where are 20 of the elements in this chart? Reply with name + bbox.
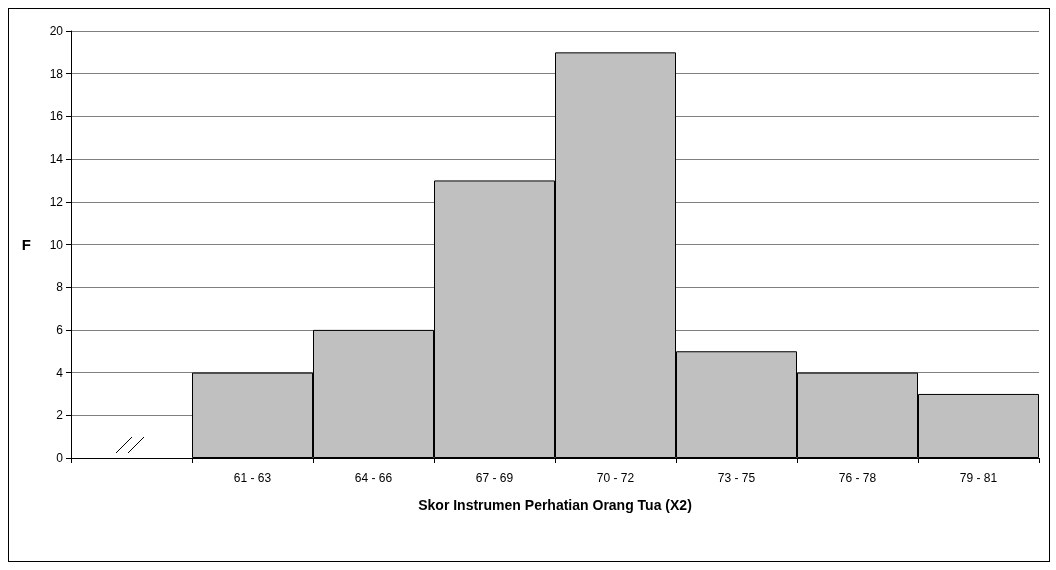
x-tick-label: 67 - 69 [475,471,514,485]
y-axis-title: F [21,236,31,253]
y-tick-label: 2 [56,408,64,423]
y-tick-label: 10 [49,237,64,252]
x-tick-label: 76 - 78 [838,471,877,485]
x-tick-label: 79 - 81 [959,471,998,485]
y-tick-label: 20 [49,24,64,38]
x-tick-label: 61 - 63 [233,471,272,485]
x-tick-label: 70 - 72 [596,471,635,485]
y-tick-label: 18 [49,66,64,81]
y-tick-label: 16 [49,109,64,124]
y-tick-label: 12 [49,194,64,209]
y-tick-label: 6 [56,322,64,337]
x-axis-title: Skor Instrumen Perhatian Orang Tua (X2) [418,497,692,513]
y-tick-label: 0 [56,451,64,465]
y-tick-label: 14 [49,152,64,167]
x-tick-label: 64 - 66 [354,471,393,485]
y-tick-label: 4 [56,365,64,380]
x-tick-label: 73 - 75 [717,471,756,485]
y-tick-label: 8 [56,280,64,295]
